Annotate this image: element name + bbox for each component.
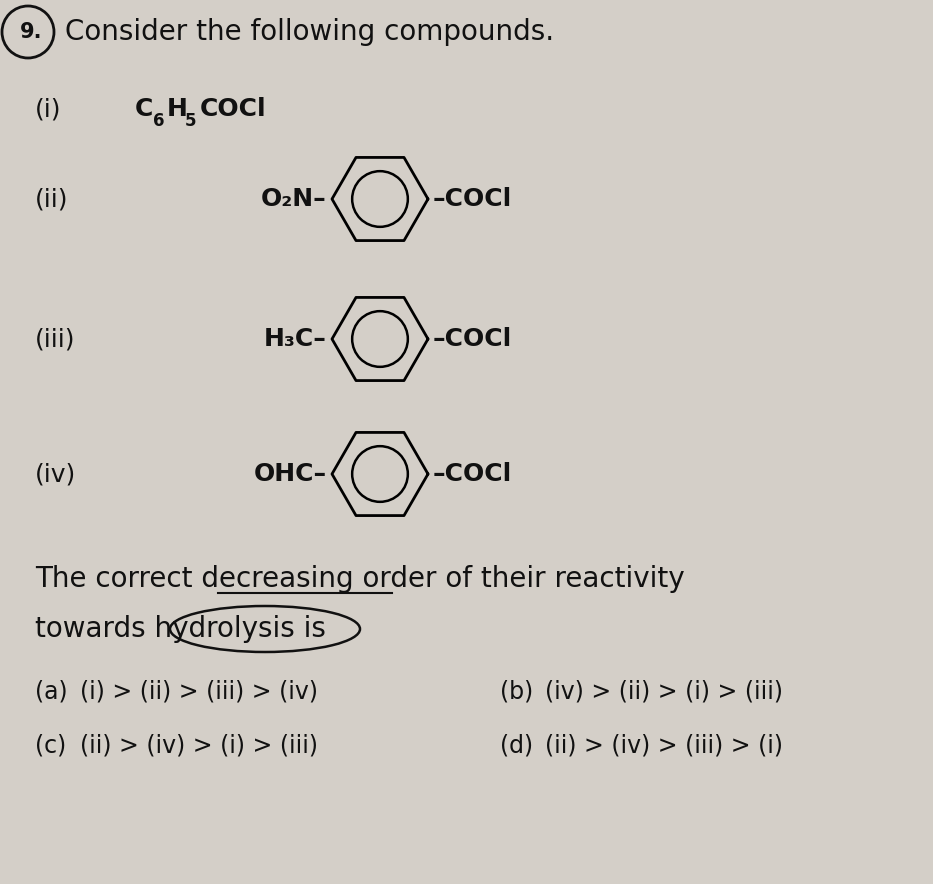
Text: OHC–: OHC– [254, 462, 327, 486]
Text: 9.: 9. [20, 22, 42, 42]
Text: –COCl: –COCl [433, 187, 512, 211]
Text: (ii): (ii) [35, 187, 68, 211]
Text: (ii) > (iv) > (iii) > (i): (ii) > (iv) > (iii) > (i) [545, 734, 783, 758]
Text: (i) > (ii) > (iii) > (iv): (i) > (ii) > (iii) > (iv) [80, 680, 318, 704]
Text: (iv): (iv) [35, 462, 77, 486]
Text: towards hydrolysis is: towards hydrolysis is [35, 615, 326, 643]
Text: COCl: COCl [200, 97, 267, 121]
Text: H₃C–: H₃C– [264, 327, 327, 351]
Text: The correct decreasing order of their reactivity: The correct decreasing order of their re… [35, 565, 685, 593]
Text: (c): (c) [35, 734, 66, 758]
Text: C: C [135, 97, 153, 121]
Text: (a): (a) [35, 680, 67, 704]
Text: –COCl: –COCl [433, 462, 512, 486]
Text: (ii) > (iv) > (i) > (iii): (ii) > (iv) > (i) > (iii) [80, 734, 318, 758]
Text: O₂N–: O₂N– [261, 187, 327, 211]
Text: 5: 5 [185, 112, 197, 130]
Text: 6: 6 [152, 112, 164, 130]
Text: –COCl: –COCl [433, 327, 512, 351]
Text: Consider the following compounds.: Consider the following compounds. [65, 18, 554, 46]
Text: (d): (d) [500, 734, 533, 758]
Text: H: H [167, 97, 188, 121]
Text: (iv) > (ii) > (i) > (iii): (iv) > (ii) > (i) > (iii) [545, 680, 783, 704]
Text: (iii): (iii) [35, 327, 76, 351]
Text: (b): (b) [500, 680, 534, 704]
Text: (i): (i) [35, 97, 62, 121]
